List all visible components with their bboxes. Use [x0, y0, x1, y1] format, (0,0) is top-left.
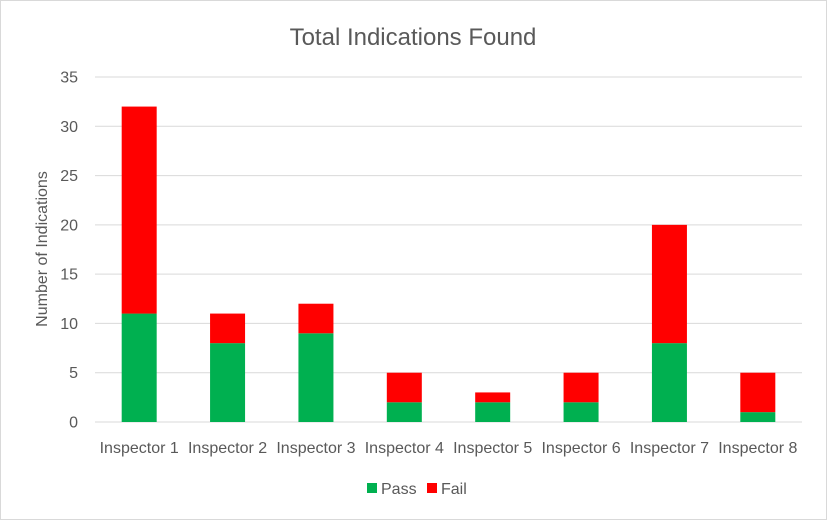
legend-swatch-fail — [427, 483, 437, 493]
y-tick-label: 5 — [69, 365, 78, 382]
y-tick-label: 25 — [60, 168, 78, 185]
x-tick-label: Inspector 8 — [718, 440, 797, 457]
gridlines — [95, 76, 802, 423]
bar-pass — [563, 402, 599, 422]
legend: Pass Fail — [367, 481, 467, 498]
bar-pass — [298, 333, 334, 422]
legend-swatch-pass — [367, 483, 377, 493]
bar-fail — [121, 106, 157, 314]
bar-fail — [563, 372, 599, 403]
x-tick-label: Inspector 7 — [630, 440, 709, 457]
bar-fail — [651, 224, 687, 344]
legend-label-fail: Fail — [441, 481, 467, 498]
bar-pass — [651, 343, 687, 422]
bar-fail — [475, 392, 511, 403]
bar-pass — [740, 412, 776, 422]
y-axis-ticks: 0 5 10 15 20 25 30 35 — [60, 70, 78, 432]
bar-fail — [210, 313, 246, 344]
x-tick-label: Inspector 3 — [276, 440, 355, 457]
x-axis-ticks: Inspector 1 Inspector 2 Inspector 3 Inspect… — [100, 440, 798, 457]
x-tick-label: Inspector 6 — [541, 440, 620, 457]
bar-pass — [386, 402, 422, 422]
bar-fail — [386, 372, 422, 403]
y-tick-label: 0 — [69, 415, 78, 432]
bars — [121, 106, 776, 422]
y-tick-label: 35 — [60, 70, 78, 87]
bar-fail — [740, 372, 776, 413]
bar-pass — [210, 343, 246, 422]
y-tick-label: 15 — [60, 267, 78, 284]
x-tick-label: Inspector 2 — [188, 440, 267, 457]
x-tick-label: Inspector 5 — [453, 440, 532, 457]
y-tick-label: 30 — [60, 119, 78, 136]
legend-label-pass: Pass — [381, 481, 417, 498]
y-axis-title: Number of Indications — [34, 171, 51, 327]
bar-pass — [475, 402, 511, 422]
chart-title: Total Indications Found — [290, 24, 537, 51]
bar-fail — [298, 303, 334, 334]
x-tick-label: Inspector 4 — [365, 440, 444, 457]
x-tick-label: Inspector 1 — [100, 440, 179, 457]
y-tick-label: 20 — [60, 217, 78, 234]
bar-pass — [121, 313, 157, 422]
y-tick-label: 10 — [60, 316, 78, 333]
